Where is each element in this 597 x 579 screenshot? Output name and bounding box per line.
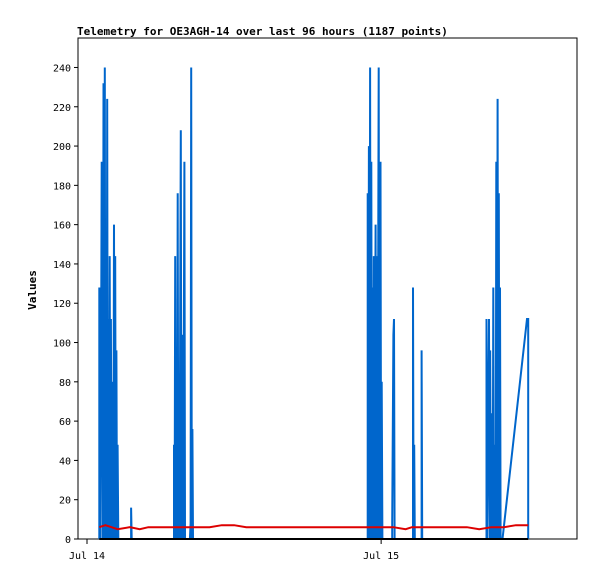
y-tick-label: 20 <box>59 496 71 507</box>
y-axis: 0 20 40 60 80 100 120 140 160 180 200 220 240 <box>53 63 78 546</box>
y-axis-label: Values <box>26 270 39 310</box>
y-tick-label: 160 <box>53 221 71 232</box>
chart-title: Telemetry for OE3AGH-14 over last 96 hou… <box>77 25 448 38</box>
series-line-red <box>98 524 529 531</box>
series-layer <box>98 67 530 540</box>
x-tick-label: Jul 14 <box>69 551 105 562</box>
y-tick-label: 40 <box>59 456 71 467</box>
y-tick-label: 80 <box>59 378 71 389</box>
y-tick-label: 120 <box>53 299 71 310</box>
y-tick-label: 140 <box>53 260 71 271</box>
y-tick-label: 220 <box>53 103 71 114</box>
y-tick-label: 0 <box>65 535 71 546</box>
y-tick-label: 100 <box>53 339 71 350</box>
plot-frame <box>77 37 578 540</box>
y-tick-label: 60 <box>59 417 71 428</box>
y-tick-label: 240 <box>53 63 71 74</box>
y-tick-label: 180 <box>53 181 71 192</box>
x-tick-label: Jul 15 <box>363 551 399 562</box>
x-axis: Jul 14 Jul 15 <box>69 539 399 562</box>
y-tick-label: 200 <box>53 142 71 153</box>
series-line-blue <box>98 67 530 540</box>
